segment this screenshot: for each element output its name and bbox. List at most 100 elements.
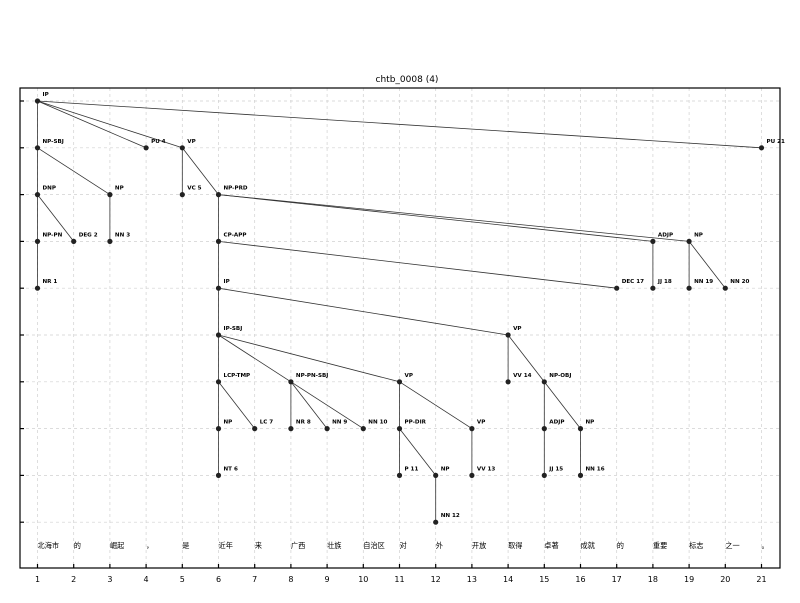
tree-node: NP (107, 186, 124, 198)
token-word: 来 (255, 541, 262, 550)
node-label: IP (43, 92, 49, 98)
token-word: 的 (617, 541, 624, 550)
node-dot (614, 285, 620, 291)
tree-node: P 11 (396, 466, 418, 478)
tree-node: IP-SBJ (215, 326, 243, 338)
tree-node: VP (505, 326, 522, 338)
x-tick-label: 19 (684, 575, 694, 584)
tree-node: DEC 17 (614, 279, 644, 291)
x-tick-label: 17 (612, 575, 622, 584)
token-word: 成就 (581, 541, 595, 550)
x-tick-label: 14 (503, 575, 513, 584)
node-label: NP-OBJ (549, 373, 571, 379)
node-dot (215, 472, 222, 478)
tree-node: CP-APP (215, 232, 246, 244)
node-label: PP-DIR (405, 420, 427, 426)
x-tick-label: 2 (71, 575, 76, 584)
token-labels: 北海市 的 崛起 ， 是 近年 来 广西 壮族 自治区 对 外 开放 取得 卓著 成就 的 重要 标志 之一 。 (38, 541, 769, 550)
tree-edge (218, 381, 256, 429)
tree-node: NP-PN (34, 232, 63, 244)
tree-node: VP (396, 373, 413, 385)
node-dot (469, 472, 475, 478)
x-tick-label: 3 (107, 575, 112, 584)
node-dot (686, 285, 692, 291)
node-dot (433, 519, 439, 525)
node-label: VP (187, 139, 195, 145)
node-dot (215, 238, 222, 244)
node-label: NP-PRD (224, 186, 248, 192)
node-dot (650, 238, 656, 244)
node-label: NP (441, 466, 450, 472)
node-label: NN 10 (368, 420, 387, 426)
node-label: JJ 18 (657, 279, 672, 285)
node-dot (360, 426, 366, 432)
node-label: NN 16 (586, 466, 605, 472)
token-word: 自治区 (363, 541, 385, 550)
node-label: IP-SBJ (224, 326, 243, 332)
node-label: NP-SBJ (43, 139, 64, 145)
node-label: DNP (43, 186, 56, 192)
tree-node: NP (215, 420, 232, 432)
tree-node: VC 5 (179, 186, 202, 198)
tree-edge (37, 194, 75, 242)
tree-node: NR 8 (288, 420, 311, 432)
tree-node: PP-DIR (396, 420, 427, 432)
tree-node: VP (469, 420, 485, 432)
tree-edge (37, 100, 147, 149)
x-tick-label: 11 (394, 575, 404, 584)
x-tick-label: 9 (325, 575, 330, 584)
node-label: JJ 15 (548, 466, 563, 472)
node-label: NP (115, 186, 124, 192)
token-word: 壮族 (327, 541, 341, 550)
node-dot (686, 238, 692, 244)
node-dot (577, 426, 584, 432)
node-dot (758, 145, 765, 151)
tree-edge (37, 100, 762, 149)
x-tick-label: 7 (252, 575, 257, 584)
tree-node: NN 16 (577, 466, 605, 478)
tree-node: NP (433, 466, 449, 478)
tree-edge (37, 147, 111, 195)
tree-node: VV 13 (469, 466, 495, 478)
tree-node: NN 19 (686, 279, 713, 291)
node-label: VP (513, 326, 521, 332)
node-dot (541, 472, 547, 478)
token-word: 卓著 (544, 541, 558, 550)
node-dot (71, 238, 77, 244)
token-word: 对 (400, 541, 407, 550)
node-dot (650, 285, 656, 291)
tree-node: NP-SBJ (34, 139, 64, 151)
tree-node: JJ 15 (541, 466, 563, 478)
node-dot (577, 472, 584, 478)
x-tick-label: 6 (216, 575, 221, 584)
node-dot (34, 145, 41, 151)
node-label: NN 3 (115, 232, 130, 238)
tree-node: NP-OBJ (541, 373, 571, 385)
node-dot (179, 145, 185, 151)
node-dot (34, 285, 41, 291)
tree-node: ADJP (650, 232, 673, 244)
node-dot (505, 379, 511, 385)
token-word: 崛起 (110, 541, 124, 550)
node-dot (433, 472, 439, 478)
tree-node: VV 14 (505, 373, 532, 385)
node-dot (541, 379, 547, 385)
tree-node: NN 12 (433, 513, 460, 525)
grid-lines (20, 88, 780, 568)
node-dot (288, 379, 294, 385)
node-dot (107, 238, 113, 244)
node-dot (215, 426, 222, 432)
tree-node: NR 1 (34, 279, 57, 291)
node-dot (324, 426, 330, 432)
tree-node: NN 3 (107, 232, 130, 244)
tree-node: NP-PRD (215, 186, 248, 198)
node-label: ADJP (549, 420, 564, 426)
tree-node: NP (686, 232, 703, 244)
x-tick-label: 5 (180, 575, 185, 584)
tree-node: NP (577, 420, 594, 432)
tree-node: PU 21 (758, 139, 785, 151)
node-label: IP (224, 279, 230, 285)
node-label: NN 12 (441, 513, 460, 519)
x-tick-labels: 1 2 3 4 5 6 7 8 9 10 11 12 13 14 15 16 17 18 19 20 21 (35, 575, 767, 584)
tree-edge (688, 241, 726, 289)
